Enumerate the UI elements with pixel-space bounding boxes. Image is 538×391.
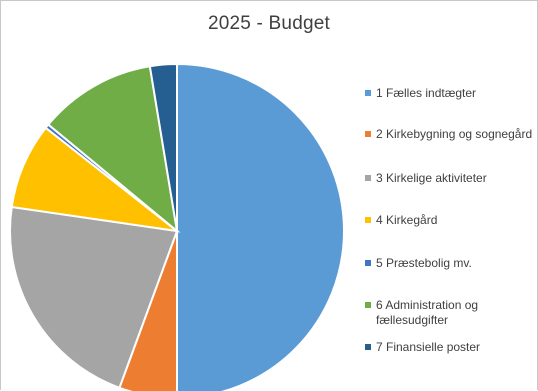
legend-item-2: 2 Kirkebygning og sognegård <box>365 127 535 142</box>
legend-label-7: 7 Finansielle poster <box>376 340 481 354</box>
legend-swatch-3 <box>365 175 371 181</box>
legend-item-1: 1 Fælles indtægter <box>365 86 535 101</box>
legend-label-5: 5 Præstebolig mv. <box>376 256 472 270</box>
legend-swatch-5 <box>365 260 371 266</box>
legend-item-6: 6 Administration og fællesudgifter <box>365 298 535 328</box>
legend-swatch-6 <box>365 302 371 308</box>
pie-slice-6 <box>46 65 179 234</box>
chart-title: 2025 - Budget <box>208 13 330 34</box>
legend-label-3: 3 Kirkelige aktiviteter <box>376 171 487 185</box>
legend-item-7: 7 Finansielle poster <box>365 340 535 355</box>
legend-swatch-7 <box>365 344 371 350</box>
legend-label-4: 4 Kirkegård <box>376 213 438 227</box>
legend-item-4: 4 Kirkegård <box>365 213 535 228</box>
pie-slice-7 <box>148 62 178 232</box>
legend-label-2: 2 Kirkebygning og sognegård <box>376 127 533 141</box>
legend-item-5: 5 Præstebolig mv. <box>365 256 535 271</box>
legend-label-1: 1 Fælles indtægter <box>376 86 477 100</box>
legend-swatch-1 <box>365 90 371 96</box>
legend-label-6: 6 Administration og fællesudgifter <box>376 298 479 327</box>
pie-slice-4 <box>10 126 181 233</box>
legend-item-3: 3 Kirkelige aktiviteter <box>365 171 535 186</box>
pie-slice-1 <box>176 62 345 391</box>
legend-swatch-2 <box>365 131 371 137</box>
pie-slice-3 <box>9 205 179 390</box>
legend-swatch-4 <box>365 217 371 223</box>
